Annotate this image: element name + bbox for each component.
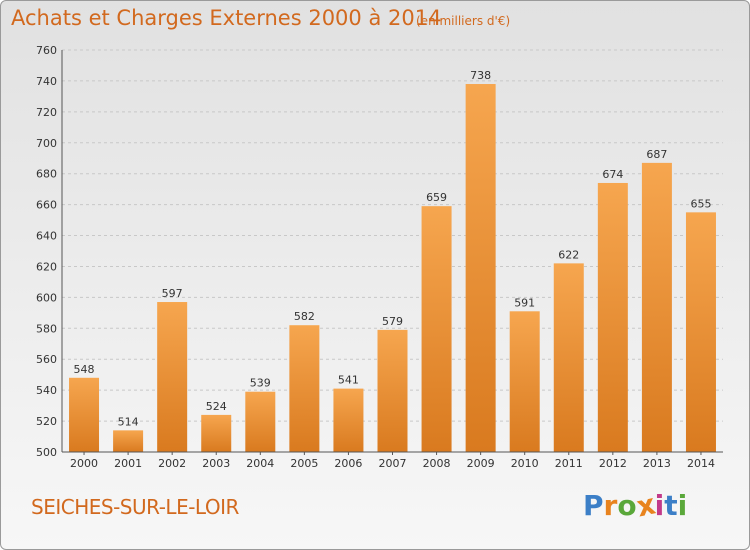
- bar: [69, 377, 100, 452]
- logo-letter: t: [664, 489, 678, 522]
- proxiti-logo: Proxiti: [583, 487, 688, 523]
- y-tick-label: 600: [36, 291, 57, 304]
- x-tick-label: 2012: [599, 457, 627, 470]
- logo-letter: i: [654, 489, 665, 522]
- bar-value-label: 655: [690, 197, 711, 210]
- x-tick-label: 2007: [379, 457, 407, 470]
- y-tick-label: 740: [36, 75, 57, 88]
- bar-value-label: 524: [206, 400, 227, 413]
- bar: [553, 263, 584, 452]
- logo-letter: r: [603, 489, 618, 522]
- bar: [641, 162, 672, 452]
- bar-value-label: 541: [338, 374, 359, 387]
- bar: [509, 311, 540, 452]
- logo-letter: P: [583, 489, 604, 522]
- logo-letter: o: [617, 489, 637, 522]
- bar-value-label: 582: [294, 310, 315, 323]
- y-tick-label: 700: [36, 137, 57, 150]
- y-tick-label: 580: [36, 322, 57, 335]
- bar: [201, 414, 232, 452]
- chart-title: Achats et Charges Externes 2000 à 2014: [11, 6, 442, 30]
- y-tick-label: 720: [36, 106, 57, 119]
- x-tick-label: 2011: [555, 457, 583, 470]
- y-tick-label: 640: [36, 230, 57, 243]
- bar: [465, 84, 496, 452]
- x-tick-label: 2002: [158, 457, 186, 470]
- x-tick-label: 2003: [202, 457, 230, 470]
- y-tick-label: 560: [36, 353, 57, 366]
- bar-value-label: 539: [250, 377, 271, 390]
- bar-value-label: 622: [558, 248, 579, 261]
- y-tick-label: 520: [36, 415, 57, 428]
- y-tick-label: 760: [36, 44, 57, 57]
- bar-value-label: 738: [470, 69, 491, 82]
- x-tick-label: 2004: [246, 457, 274, 470]
- y-tick-label: 500: [36, 446, 57, 459]
- bar: [157, 302, 188, 452]
- bar: [685, 212, 716, 452]
- x-tick-label: 2006: [334, 457, 362, 470]
- commune-name: SEICHES-SUR-LE-LOIR: [31, 495, 239, 519]
- bar-value-label: 548: [74, 363, 95, 376]
- chart-subtitle: (en milliers d'€): [416, 14, 511, 28]
- bar: [421, 206, 452, 452]
- x-tick-label: 2000: [70, 457, 98, 470]
- bar-value-label: 659: [426, 191, 447, 204]
- x-tick-label: 2005: [290, 457, 318, 470]
- bar: [245, 391, 276, 452]
- x-tick-label: 2009: [467, 457, 495, 470]
- x-tick-label: 2014: [687, 457, 715, 470]
- bar-value-label: 674: [602, 168, 623, 181]
- bar: [597, 182, 628, 452]
- x-tick-label: 2001: [114, 457, 142, 470]
- bar-value-label: 579: [382, 315, 403, 328]
- bar-value-label: 514: [118, 415, 139, 428]
- bar-value-label: 597: [162, 287, 183, 300]
- y-tick-label: 680: [36, 168, 57, 181]
- bar-value-label: 687: [646, 148, 667, 161]
- bar-value-label: 591: [514, 296, 535, 309]
- bar: [377, 329, 408, 452]
- y-tick-label: 540: [36, 384, 57, 397]
- bar: [289, 325, 320, 452]
- y-tick-label: 660: [36, 199, 57, 212]
- x-tick-label: 2013: [643, 457, 671, 470]
- bar: [113, 430, 144, 452]
- bar: [333, 388, 364, 452]
- x-tick-label: 2008: [423, 457, 451, 470]
- x-tick-label: 2010: [511, 457, 539, 470]
- logo-letter: i: [677, 489, 688, 522]
- y-tick-label: 620: [36, 260, 57, 273]
